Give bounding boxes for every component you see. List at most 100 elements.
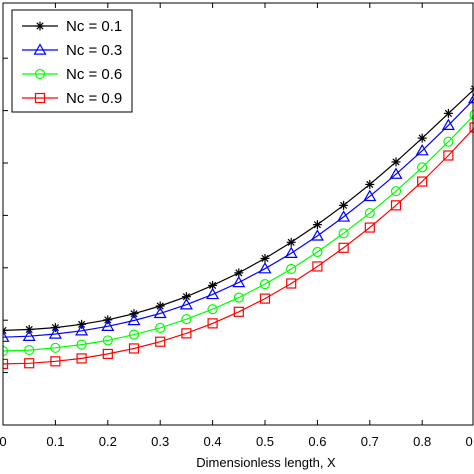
x-tick-label: 0.6 xyxy=(308,434,326,449)
data-point-triangle xyxy=(48,327,62,339)
x-tick-label: 0.1 xyxy=(46,434,64,449)
data-point-star xyxy=(312,220,322,230)
data-point-square xyxy=(338,242,349,253)
data-point-circle xyxy=(128,329,140,340)
x-tick-label: 0.8 xyxy=(413,434,431,449)
legend-label: Nc = 0.6 xyxy=(66,66,122,83)
data-point-circle xyxy=(364,207,375,219)
series-group xyxy=(3,85,474,369)
data-point-square xyxy=(3,358,9,369)
data-point-star xyxy=(391,157,401,167)
series-line xyxy=(3,114,474,352)
data-point-circle xyxy=(469,109,474,120)
data-point-star xyxy=(155,301,165,311)
data-point-circle xyxy=(3,345,9,357)
data-point-triangle xyxy=(153,306,167,319)
data-point-star xyxy=(286,237,296,247)
data-point-square xyxy=(128,343,140,354)
data-point-square xyxy=(259,293,271,304)
data-point-square xyxy=(50,356,61,367)
data-point-star xyxy=(129,309,139,319)
data-point-square xyxy=(469,122,474,133)
data-point-star xyxy=(365,179,375,189)
legend-entry: Nc = 0.3 xyxy=(22,42,122,59)
legend-entry: Nc = 0.1 xyxy=(22,18,122,35)
data-point-circle xyxy=(76,339,87,350)
data-point-triangle xyxy=(3,330,10,342)
x-tick-label: 0.5 xyxy=(256,434,274,449)
data-point-circle xyxy=(286,263,297,275)
data-point-triangle xyxy=(389,167,403,179)
x-tick-label: 0 xyxy=(0,434,7,449)
legend-entry: Nc = 0.6 xyxy=(22,66,122,83)
data-point-star xyxy=(443,108,453,118)
data-point-triangle xyxy=(363,189,377,202)
data-point-circle xyxy=(443,136,454,147)
plot-frame xyxy=(2,2,474,426)
data-point-triangle xyxy=(206,287,220,300)
data-point-star xyxy=(339,200,349,210)
plot-area xyxy=(3,85,474,369)
data-point-triangle xyxy=(337,210,351,222)
data-point-square xyxy=(24,358,35,369)
data-point-circle xyxy=(259,279,271,290)
data-point-circle xyxy=(233,292,244,303)
series-line xyxy=(3,98,474,338)
data-point-star xyxy=(24,324,34,334)
data-point-square xyxy=(417,176,428,187)
legend-label: Nc = 0.9 xyxy=(66,90,122,107)
data-point-triangle xyxy=(127,313,141,326)
axes: 0 0.1 0.2 0.3 0.4 0.5 0.6 0.7 0.8 0.9 xyxy=(0,2,474,449)
data-point-triangle xyxy=(179,298,193,310)
data-point-star xyxy=(260,253,270,263)
data-point-triangle xyxy=(258,261,272,274)
data-point-triangle xyxy=(75,324,89,336)
legend-entry: Nc = 0.9 xyxy=(22,90,122,107)
data-point-triangle xyxy=(101,319,115,331)
x-tick-label: 0.9 xyxy=(466,434,474,449)
data-point-triangle xyxy=(415,143,429,156)
data-point-triangle xyxy=(22,329,36,341)
x-tick-label: 0.2 xyxy=(99,434,117,449)
data-point-triangle xyxy=(33,43,47,55)
data-point-circle xyxy=(312,246,323,258)
data-point-star xyxy=(417,133,427,143)
data-point-circle xyxy=(24,344,35,356)
data-point-circle xyxy=(102,335,113,346)
x-tick-label: 0.4 xyxy=(204,434,222,449)
legend-box xyxy=(11,9,133,113)
legend-label: Nc = 0.3 xyxy=(66,42,122,59)
x-tick-label: 0.3 xyxy=(151,434,169,449)
data-point-square xyxy=(390,200,402,211)
series-line xyxy=(3,127,474,365)
data-point-circle xyxy=(181,314,192,325)
data-point-circle xyxy=(34,68,46,80)
data-point-circle xyxy=(155,322,166,333)
data-point-circle xyxy=(338,228,349,239)
data-point-circle xyxy=(207,304,218,315)
data-point-circle xyxy=(50,342,61,353)
data-point-square xyxy=(443,150,454,161)
data-point-circle xyxy=(417,162,428,173)
data-point-square xyxy=(181,328,192,339)
data-point-square xyxy=(34,92,46,104)
data-point-circle xyxy=(390,186,402,197)
data-point-square xyxy=(102,348,113,360)
x-tick-label: 0.7 xyxy=(361,434,379,449)
data-point-square xyxy=(286,278,297,289)
data-point-triangle xyxy=(310,229,324,241)
data-point-triangle xyxy=(232,275,246,288)
data-point-square xyxy=(207,318,218,329)
data-point-star xyxy=(35,21,45,31)
data-point-triangle xyxy=(441,118,455,130)
data-point-triangle xyxy=(284,246,298,258)
legend-label: Nc = 0.1 xyxy=(66,18,122,35)
x-axis-title: Dimensionless length, X xyxy=(196,455,336,470)
data-point-square xyxy=(312,261,323,272)
data-point-triangle xyxy=(468,92,474,104)
data-point-square xyxy=(76,353,87,364)
data-point-square xyxy=(155,336,166,347)
data-point-square xyxy=(364,222,375,233)
data-point-square xyxy=(233,306,244,317)
